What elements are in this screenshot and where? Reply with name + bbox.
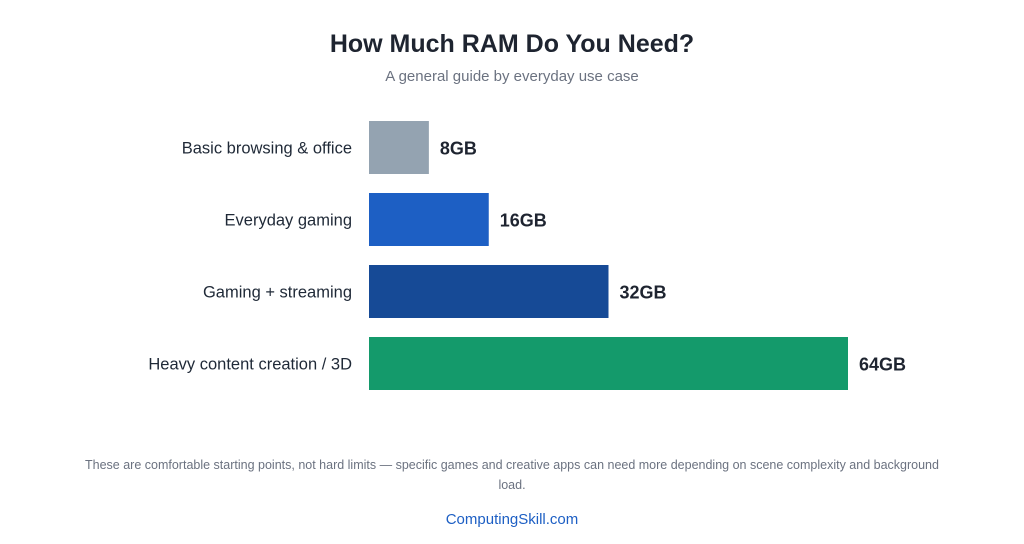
chart-title: How Much RAM Do You Need? [329,30,695,58]
bar-1 [369,121,429,174]
category-label-1: Basic browsing & office [182,140,352,158]
value-label-1: 8GB [440,139,477,159]
bar-4 [369,337,848,390]
value-label-2: 16GB [500,211,547,231]
category-label-2: Everyday gaming [225,212,352,230]
footnote: These are comfortable starting points, n… [85,458,939,492]
source-credit[interactable]: ComputingSkill.com [445,511,579,528]
value-label-3: 32GB [620,283,667,303]
category-label-3: Gaming + streaming [203,284,352,302]
bar-2 [369,193,489,246]
bar-3 [369,265,609,318]
chart-subtitle: A general guide by everyday use case [385,68,639,85]
category-label-4: Heavy content creation / 3D [148,356,352,374]
value-label-4: 64GB [859,355,906,375]
